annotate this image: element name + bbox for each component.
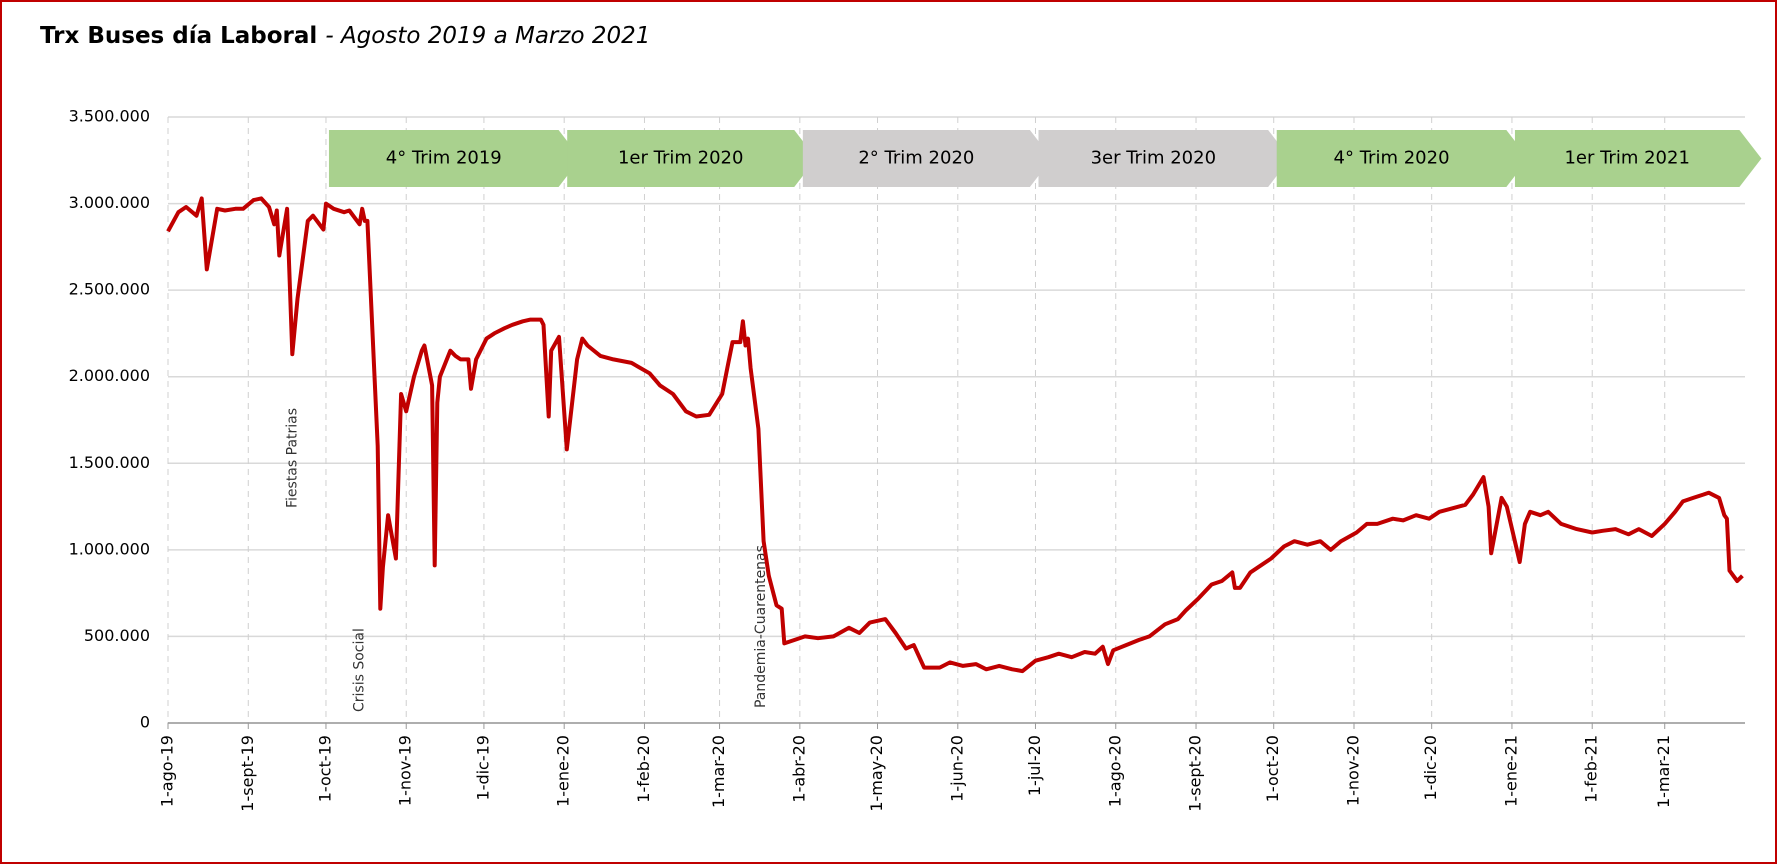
period-label: 4° Trim 2020 bbox=[1334, 148, 1450, 169]
x-tick-label: 1-mar-20 bbox=[709, 735, 728, 808]
annotation: Pandemia-Cuarentenas bbox=[753, 545, 769, 708]
y-tick-label: 3.000.000 bbox=[69, 193, 150, 212]
chart-title: Trx Buses día Laboral - Agosto 2019 a Ma… bbox=[40, 23, 650, 49]
period-label: 2° Trim 2020 bbox=[858, 148, 974, 169]
x-tick-label: 1-ene-21 bbox=[1501, 735, 1520, 807]
x-tick-label: 1-nov-19 bbox=[396, 735, 415, 806]
x-tick-label: 1-jun-20 bbox=[947, 735, 966, 802]
x-tick-label: 1-sept-20 bbox=[1186, 735, 1205, 812]
y-tick-label: 0 bbox=[140, 713, 150, 732]
y-tick-label: 500.000 bbox=[84, 626, 150, 645]
x-tick-label: 1-abr-20 bbox=[789, 735, 808, 803]
period-banner bbox=[1276, 130, 1529, 187]
y-tick-label: 1.000.000 bbox=[69, 539, 150, 558]
x-tick-label: 1-ene-20 bbox=[554, 735, 573, 807]
x-tick-label: 1-feb-21 bbox=[1582, 735, 1601, 803]
y-tick-label: 2.500.000 bbox=[69, 280, 150, 299]
period-banner bbox=[1514, 130, 1762, 187]
x-tick-label: 1-sept-19 bbox=[238, 735, 257, 812]
data-line bbox=[166, 196, 1744, 674]
annotation: Crisis Social bbox=[352, 628, 368, 712]
period-banner bbox=[802, 130, 1052, 187]
x-tick-label: 1-oct-20 bbox=[1263, 735, 1282, 802]
plot-area: 0 500.000 1.000.000 1.500.000 2.000.000 2.500… bbox=[69, 107, 1762, 812]
x-tick-label: 1-may-20 bbox=[867, 735, 886, 812]
x-tick-label: 1-oct-19 bbox=[315, 735, 334, 802]
annotation: Fiestas Patrias bbox=[284, 408, 300, 508]
x-tick-label: 1-mar-21 bbox=[1654, 735, 1673, 808]
x-tick-label: 1-feb-20 bbox=[634, 735, 653, 803]
subtitle: - Agosto 2019 a Marzo 2021 bbox=[325, 23, 650, 49]
period-label: 4° Trim 2019 bbox=[386, 148, 502, 169]
x-tick-label: 1-nov-20 bbox=[1343, 735, 1362, 806]
y-tick-label: 2.000.000 bbox=[69, 366, 150, 385]
period-label: 3er Trim 2020 bbox=[1091, 148, 1216, 169]
y-tick-label: 3.500.000 bbox=[69, 107, 150, 126]
x-tick-label: 1-ago-20 bbox=[1105, 735, 1124, 807]
x-tick-label: 1-dic-20 bbox=[1421, 735, 1440, 800]
title: Trx Buses día Laboral bbox=[40, 23, 317, 49]
y-tick-label: 1.500.000 bbox=[69, 453, 150, 472]
period-banner bbox=[567, 130, 817, 187]
x-tick-label: 1-dic-19 bbox=[473, 735, 492, 800]
x-tick-label: 1-jul-20 bbox=[1025, 735, 1044, 796]
period-label: 1er Trim 2020 bbox=[618, 148, 743, 169]
period-label: 1er Trim 2021 bbox=[1564, 148, 1689, 169]
period-banner bbox=[1038, 130, 1291, 187]
period-banner bbox=[328, 130, 581, 187]
x-tick-label: 1-ago-19 bbox=[158, 735, 177, 807]
